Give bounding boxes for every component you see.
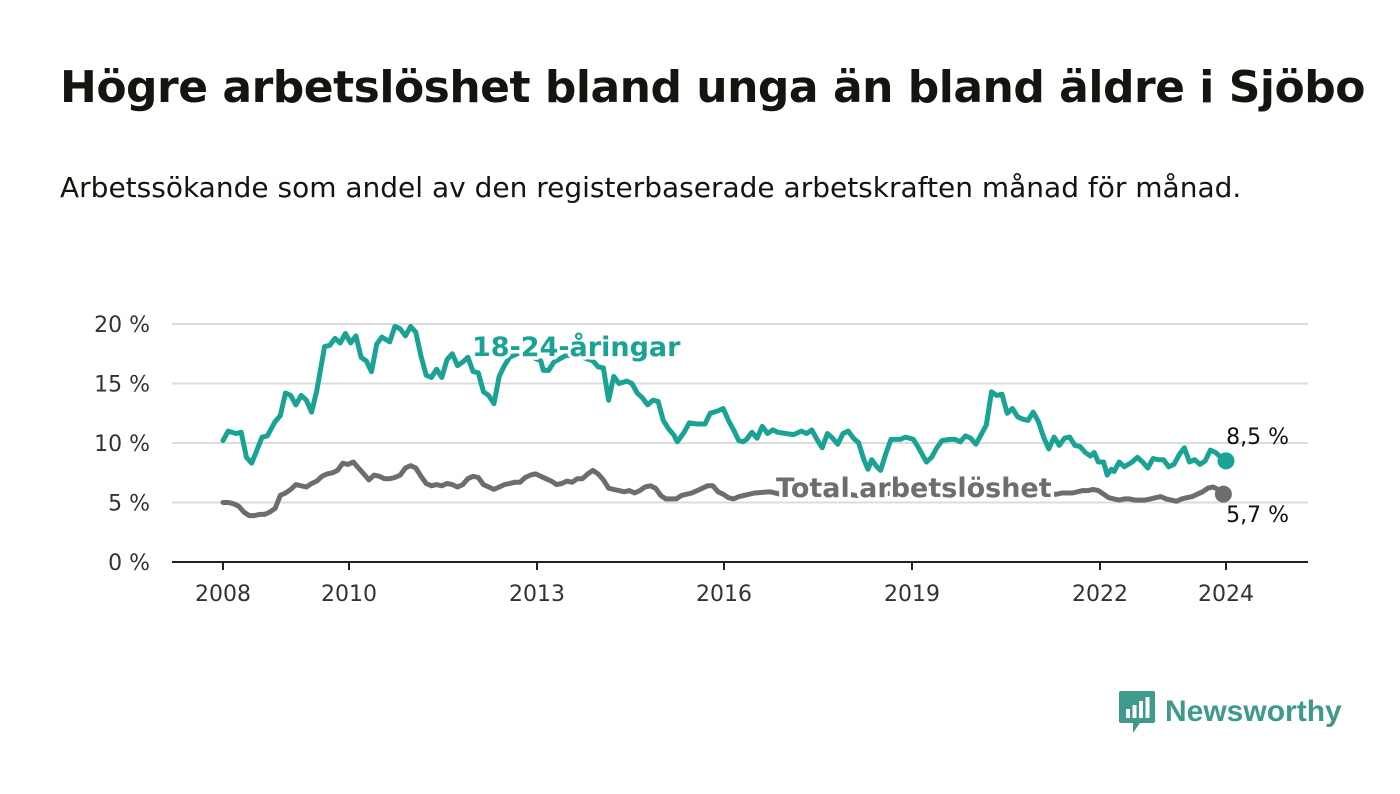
series-label-18-24: 18-24-åringar (472, 331, 681, 363)
newsworthy-logo-icon (1119, 691, 1155, 733)
series-label-total: Total arbetslöshet (776, 473, 1052, 504)
x-tick-label: 2010 (321, 582, 377, 607)
grid-lines (172, 323, 1308, 504)
series-line-18-24 (220, 323, 1229, 478)
end-label-18-24: 8,5 % (1226, 425, 1289, 450)
newsworthy-logo: Newsworthy (1118, 689, 1342, 735)
y-tick-label: 15 % (94, 373, 150, 398)
y-tick-label: 20 % (94, 313, 150, 338)
x-tick-label: 2013 (509, 582, 565, 607)
chart-subtitle: Arbetssökande som andel av den registerb… (60, 171, 1242, 204)
brand-name: Newsworthy (1165, 695, 1342, 728)
x-axis: 2008 2010 2013 2016 2019 2022 2024 (172, 561, 1308, 607)
y-tick-label: 0 % (108, 551, 150, 576)
series-lines (220, 323, 1235, 519)
end-label-total: 5,7 % (1226, 503, 1289, 528)
x-tick-label: 2024 (1198, 582, 1254, 607)
end-point-total (1214, 485, 1232, 503)
x-tick-label: 2008 (195, 582, 251, 607)
series-labels: 18-24-åringar Total arbetslöshet 8,5 % 5,7 … (469, 328, 1290, 529)
x-tick-label: 2022 (1072, 582, 1128, 607)
chart-title: Högre arbetslöshet bland unga än bland ä… (60, 62, 1365, 113)
y-axis-ticks: 0 % 5 % 10 % 15 % 20 % (94, 313, 150, 576)
x-tick-label: 2019 (884, 582, 940, 607)
y-tick-label: 10 % (94, 432, 150, 457)
series-line-total (220, 459, 1226, 519)
end-point-18-24 (1217, 452, 1235, 470)
x-tick-label: 2016 (696, 582, 752, 607)
y-tick-label: 5 % (108, 492, 150, 517)
